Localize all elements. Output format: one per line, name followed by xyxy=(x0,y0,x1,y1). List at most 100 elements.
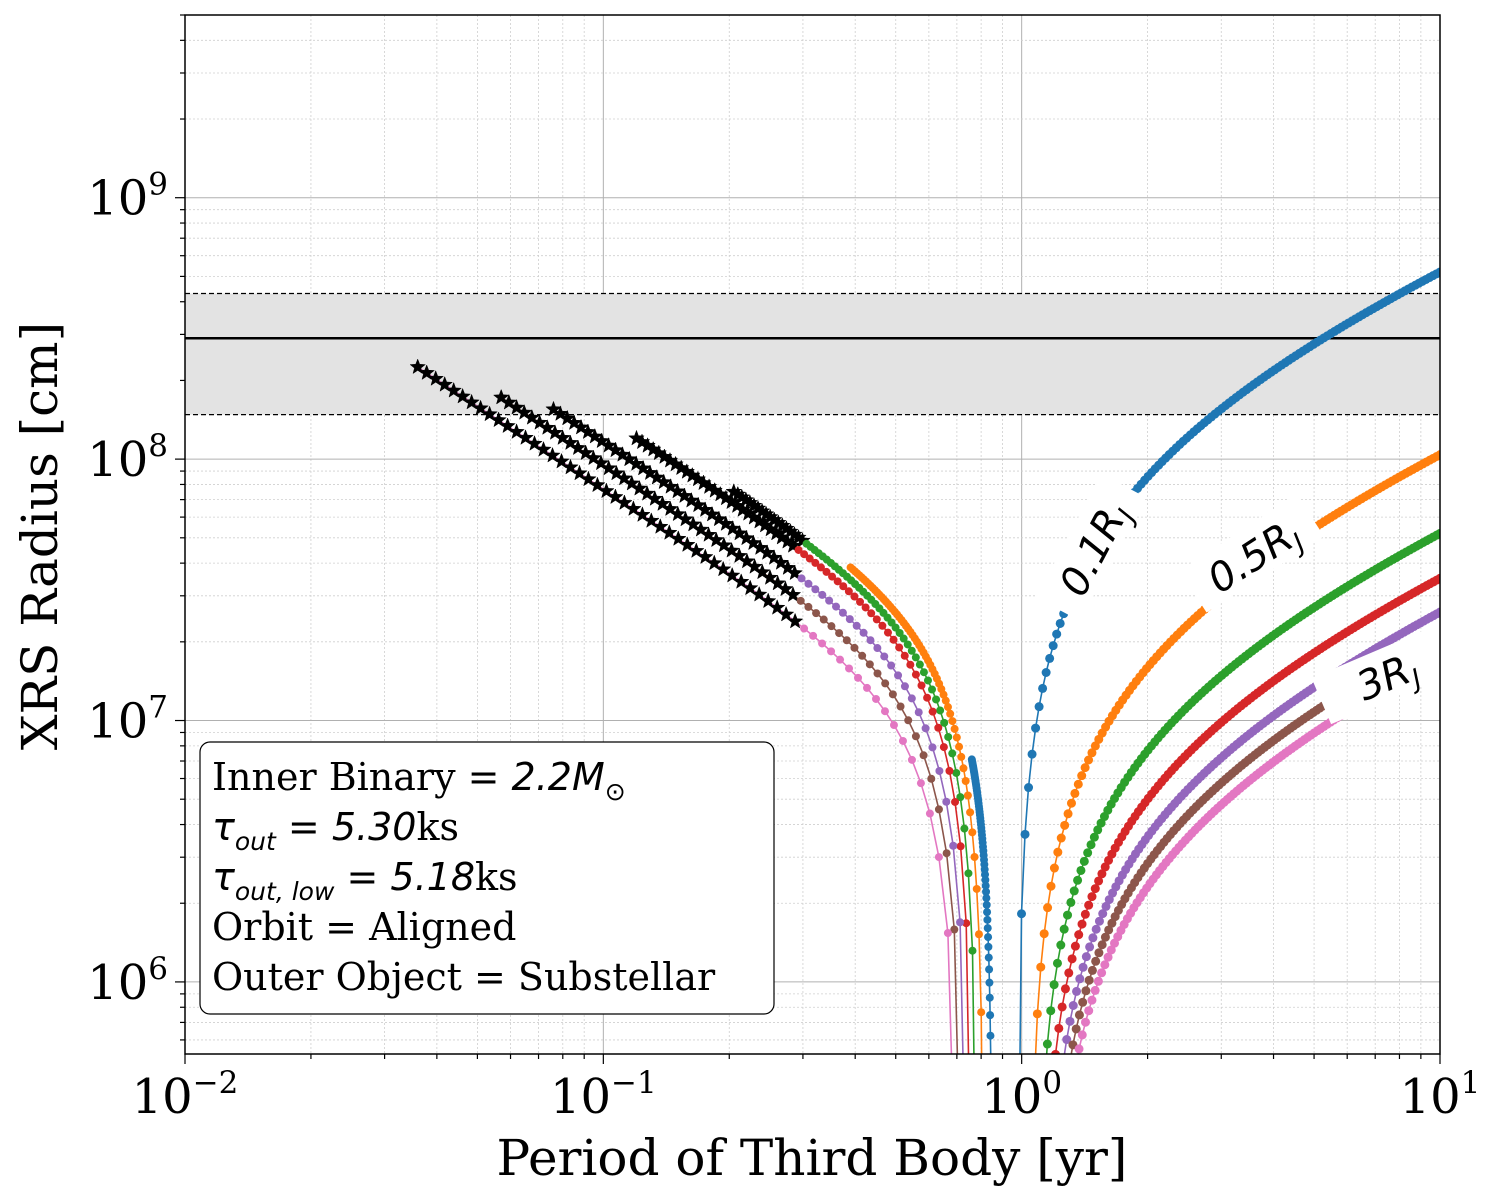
series-0.5R_J xyxy=(846,450,1440,1054)
y-tick-base: 10 xyxy=(87,955,148,1011)
data-point xyxy=(1078,962,1088,972)
data-point xyxy=(974,930,983,939)
x-tick-label: 10−2 xyxy=(132,1065,239,1125)
x-tick-exponent: 1 xyxy=(1461,1065,1481,1101)
data-point-star xyxy=(571,464,588,481)
info-line: τout, low = 5.18ks xyxy=(212,855,518,906)
data-point xyxy=(1056,940,1066,950)
data-point xyxy=(1091,956,1101,966)
data-point xyxy=(863,683,872,692)
info-text: ks xyxy=(416,805,459,849)
data-point xyxy=(977,1008,986,1017)
data-point-star xyxy=(670,530,687,546)
data-point xyxy=(950,724,959,733)
data-point xyxy=(961,777,970,786)
data-point xyxy=(1097,869,1107,879)
data-point xyxy=(844,587,853,596)
data-point xyxy=(818,639,827,648)
data-point-star xyxy=(669,482,686,499)
data-point xyxy=(800,624,809,633)
data-point xyxy=(1078,997,1088,1007)
data-point xyxy=(911,653,920,662)
data-point xyxy=(1089,832,1099,842)
data-point-star xyxy=(679,536,696,552)
x-tick-base: 10 xyxy=(1400,1069,1461,1125)
data-point xyxy=(1085,942,1095,952)
data-point-star xyxy=(544,446,561,463)
data-point xyxy=(842,636,851,645)
data-point-star xyxy=(593,432,610,449)
data-point-star xyxy=(745,534,762,551)
y-tick-base: 10 xyxy=(87,432,148,488)
data-point-star xyxy=(638,484,656,501)
data-point xyxy=(963,791,972,800)
data-point-star xyxy=(589,476,606,493)
data-point xyxy=(1065,1100,1074,1109)
data-point xyxy=(796,596,805,605)
data-point xyxy=(856,597,865,606)
data-point xyxy=(827,622,836,631)
data-point-star xyxy=(623,474,641,491)
data-point xyxy=(1084,975,1094,985)
data-point xyxy=(911,732,920,741)
data-point xyxy=(911,670,920,679)
data-point xyxy=(873,669,882,678)
data-point xyxy=(1068,1078,1077,1087)
data-point-star xyxy=(707,531,725,548)
data-point xyxy=(935,766,944,775)
data-point xyxy=(1066,798,1076,808)
data-point xyxy=(1052,1116,1061,1125)
data-point-star xyxy=(508,398,525,415)
data-point xyxy=(1060,984,1070,994)
data-point xyxy=(825,596,834,605)
info-symbol: τ xyxy=(212,855,236,899)
data-point xyxy=(1052,629,1062,639)
data-point-star xyxy=(738,552,756,569)
data-point-star xyxy=(608,464,625,481)
data-point xyxy=(1067,954,1077,964)
data-point-star xyxy=(614,446,631,462)
data-point xyxy=(934,805,943,814)
data-point xyxy=(898,736,907,745)
data-point xyxy=(1055,618,1065,628)
data-point xyxy=(858,651,867,660)
data-point xyxy=(1071,1024,1081,1034)
data-point-star xyxy=(492,388,510,405)
data-point-star xyxy=(580,470,597,487)
data-point-star xyxy=(545,400,562,417)
data-point-star xyxy=(741,579,759,596)
data-point-star xyxy=(615,469,633,486)
data-point xyxy=(1080,763,1090,773)
y-tick-label: 108 xyxy=(87,428,168,488)
info-math: = 5.18 xyxy=(334,855,475,899)
data-point-star xyxy=(600,437,617,453)
data-point-star xyxy=(577,444,594,461)
data-point xyxy=(811,558,820,567)
data-point xyxy=(1084,755,1094,765)
data-point-star xyxy=(445,381,462,398)
data-point xyxy=(948,749,957,758)
data-point xyxy=(872,615,881,624)
data-point xyxy=(1017,909,1027,919)
data-point xyxy=(1027,749,1037,759)
data-point xyxy=(942,797,951,806)
data-point-star xyxy=(598,482,615,499)
series-1.5R_J xyxy=(628,429,1440,1054)
data-point xyxy=(794,545,803,554)
data-point xyxy=(1062,1035,1072,1045)
data-point xyxy=(1435,573,1440,583)
data-point xyxy=(895,628,904,637)
data-point xyxy=(1057,1002,1067,1012)
data-point xyxy=(1056,833,1066,843)
data-point-star xyxy=(662,478,679,494)
data-point-star xyxy=(715,536,733,553)
data-point-star xyxy=(723,566,741,583)
data-point xyxy=(1064,968,1074,978)
data-point-star xyxy=(531,414,548,430)
data-point xyxy=(921,724,930,733)
data-point xyxy=(903,640,912,649)
data-point xyxy=(1051,1049,1060,1054)
info-subscript: out, low xyxy=(235,877,335,906)
data-point-star xyxy=(523,408,541,425)
data-point xyxy=(1063,809,1073,819)
